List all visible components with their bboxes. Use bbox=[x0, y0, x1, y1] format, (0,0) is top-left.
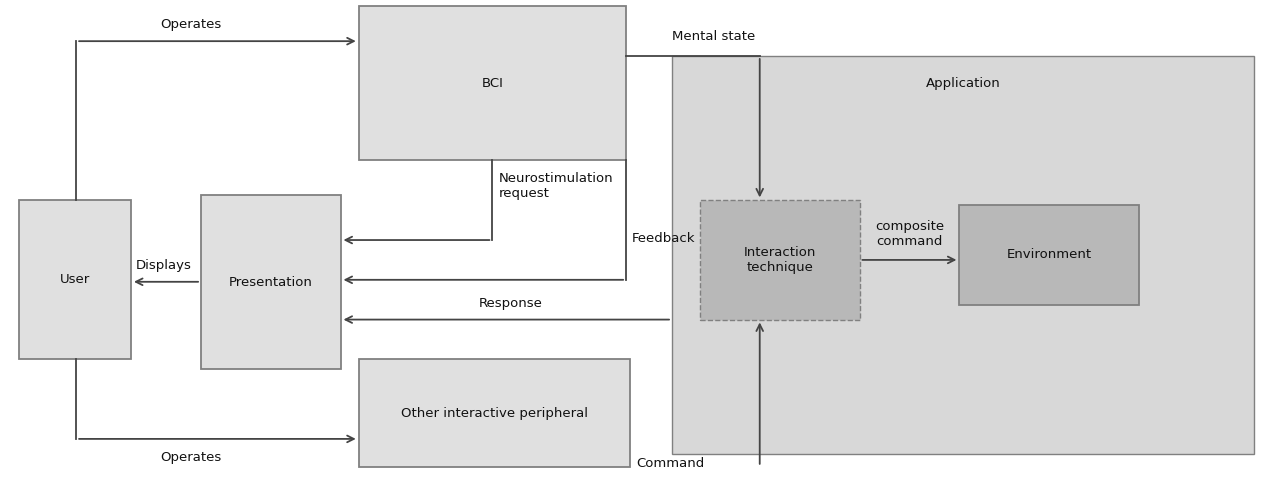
Text: Command: Command bbox=[636, 457, 704, 470]
FancyBboxPatch shape bbox=[699, 200, 859, 320]
Text: Neurostimulation
request: Neurostimulation request bbox=[498, 172, 613, 200]
Text: Operates: Operates bbox=[161, 451, 222, 464]
Text: composite
command: composite command bbox=[874, 220, 944, 248]
Text: Response: Response bbox=[479, 297, 542, 309]
Text: Operates: Operates bbox=[161, 18, 222, 31]
FancyBboxPatch shape bbox=[359, 6, 626, 160]
Text: Displays: Displays bbox=[136, 259, 193, 272]
Text: Other interactive peripheral: Other interactive peripheral bbox=[400, 406, 588, 420]
FancyBboxPatch shape bbox=[201, 195, 341, 369]
FancyBboxPatch shape bbox=[959, 205, 1139, 305]
Text: Mental state: Mental state bbox=[672, 30, 755, 43]
FancyBboxPatch shape bbox=[19, 200, 131, 359]
Text: User: User bbox=[60, 274, 90, 286]
FancyBboxPatch shape bbox=[359, 359, 630, 467]
Text: Application: Application bbox=[925, 77, 1000, 91]
Text: Interaction
technique: Interaction technique bbox=[744, 246, 816, 274]
Text: BCI: BCI bbox=[481, 77, 503, 90]
Text: Presentation: Presentation bbox=[229, 276, 313, 289]
Text: Environment: Environment bbox=[1006, 248, 1092, 261]
Text: Feedback: Feedback bbox=[632, 232, 696, 245]
FancyBboxPatch shape bbox=[672, 56, 1253, 454]
